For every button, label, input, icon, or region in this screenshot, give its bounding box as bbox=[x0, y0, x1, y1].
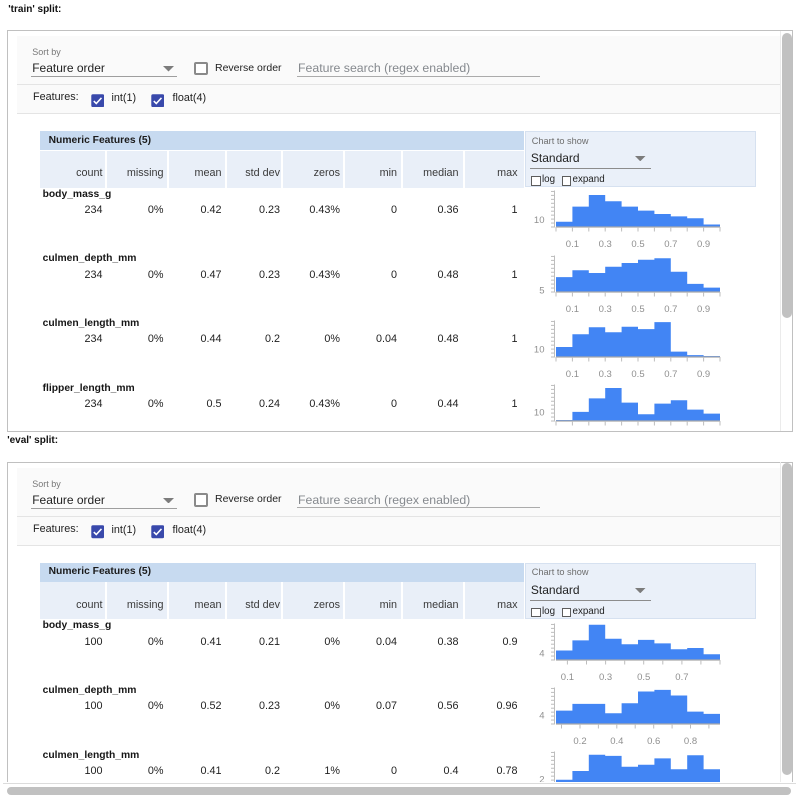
svg-text:4: 4 bbox=[539, 648, 544, 659]
svg-text:0.7: 0.7 bbox=[664, 304, 677, 314]
svg-text:10: 10 bbox=[533, 215, 544, 226]
svg-text:0.5: 0.5 bbox=[631, 239, 644, 249]
svg-text:0.7: 0.7 bbox=[675, 672, 688, 682]
svg-text:0.1: 0.1 bbox=[565, 239, 578, 249]
svg-text:0.8: 0.8 bbox=[683, 736, 696, 746]
svg-text:0.3: 0.3 bbox=[598, 304, 611, 314]
svg-text:0.5: 0.5 bbox=[631, 304, 644, 314]
svg-text:0.6: 0.6 bbox=[647, 736, 660, 746]
svg-text:0.9: 0.9 bbox=[696, 239, 709, 249]
svg-text:0.1: 0.1 bbox=[565, 304, 578, 314]
svg-text:0.1: 0.1 bbox=[560, 672, 573, 682]
svg-text:0.3: 0.3 bbox=[598, 369, 611, 379]
svg-text:0.5: 0.5 bbox=[631, 369, 644, 379]
svg-text:0.7: 0.7 bbox=[664, 369, 677, 379]
svg-text:0.9: 0.9 bbox=[696, 304, 709, 314]
svg-text:0.2: 0.2 bbox=[573, 736, 586, 746]
svg-text:0.3: 0.3 bbox=[598, 239, 611, 249]
svg-text:2: 2 bbox=[539, 775, 544, 786]
svg-text:5: 5 bbox=[539, 285, 544, 296]
svg-text:0.9: 0.9 bbox=[696, 369, 709, 379]
svg-text:0.1: 0.1 bbox=[565, 369, 578, 379]
svg-text:0.3: 0.3 bbox=[598, 672, 611, 682]
svg-text:0.5: 0.5 bbox=[637, 672, 650, 682]
svg-text:10: 10 bbox=[533, 344, 544, 355]
svg-text:4: 4 bbox=[539, 710, 544, 721]
svg-text:0.4: 0.4 bbox=[610, 736, 623, 746]
svg-text:0.7: 0.7 bbox=[664, 239, 677, 249]
svg-text:10: 10 bbox=[533, 408, 544, 419]
